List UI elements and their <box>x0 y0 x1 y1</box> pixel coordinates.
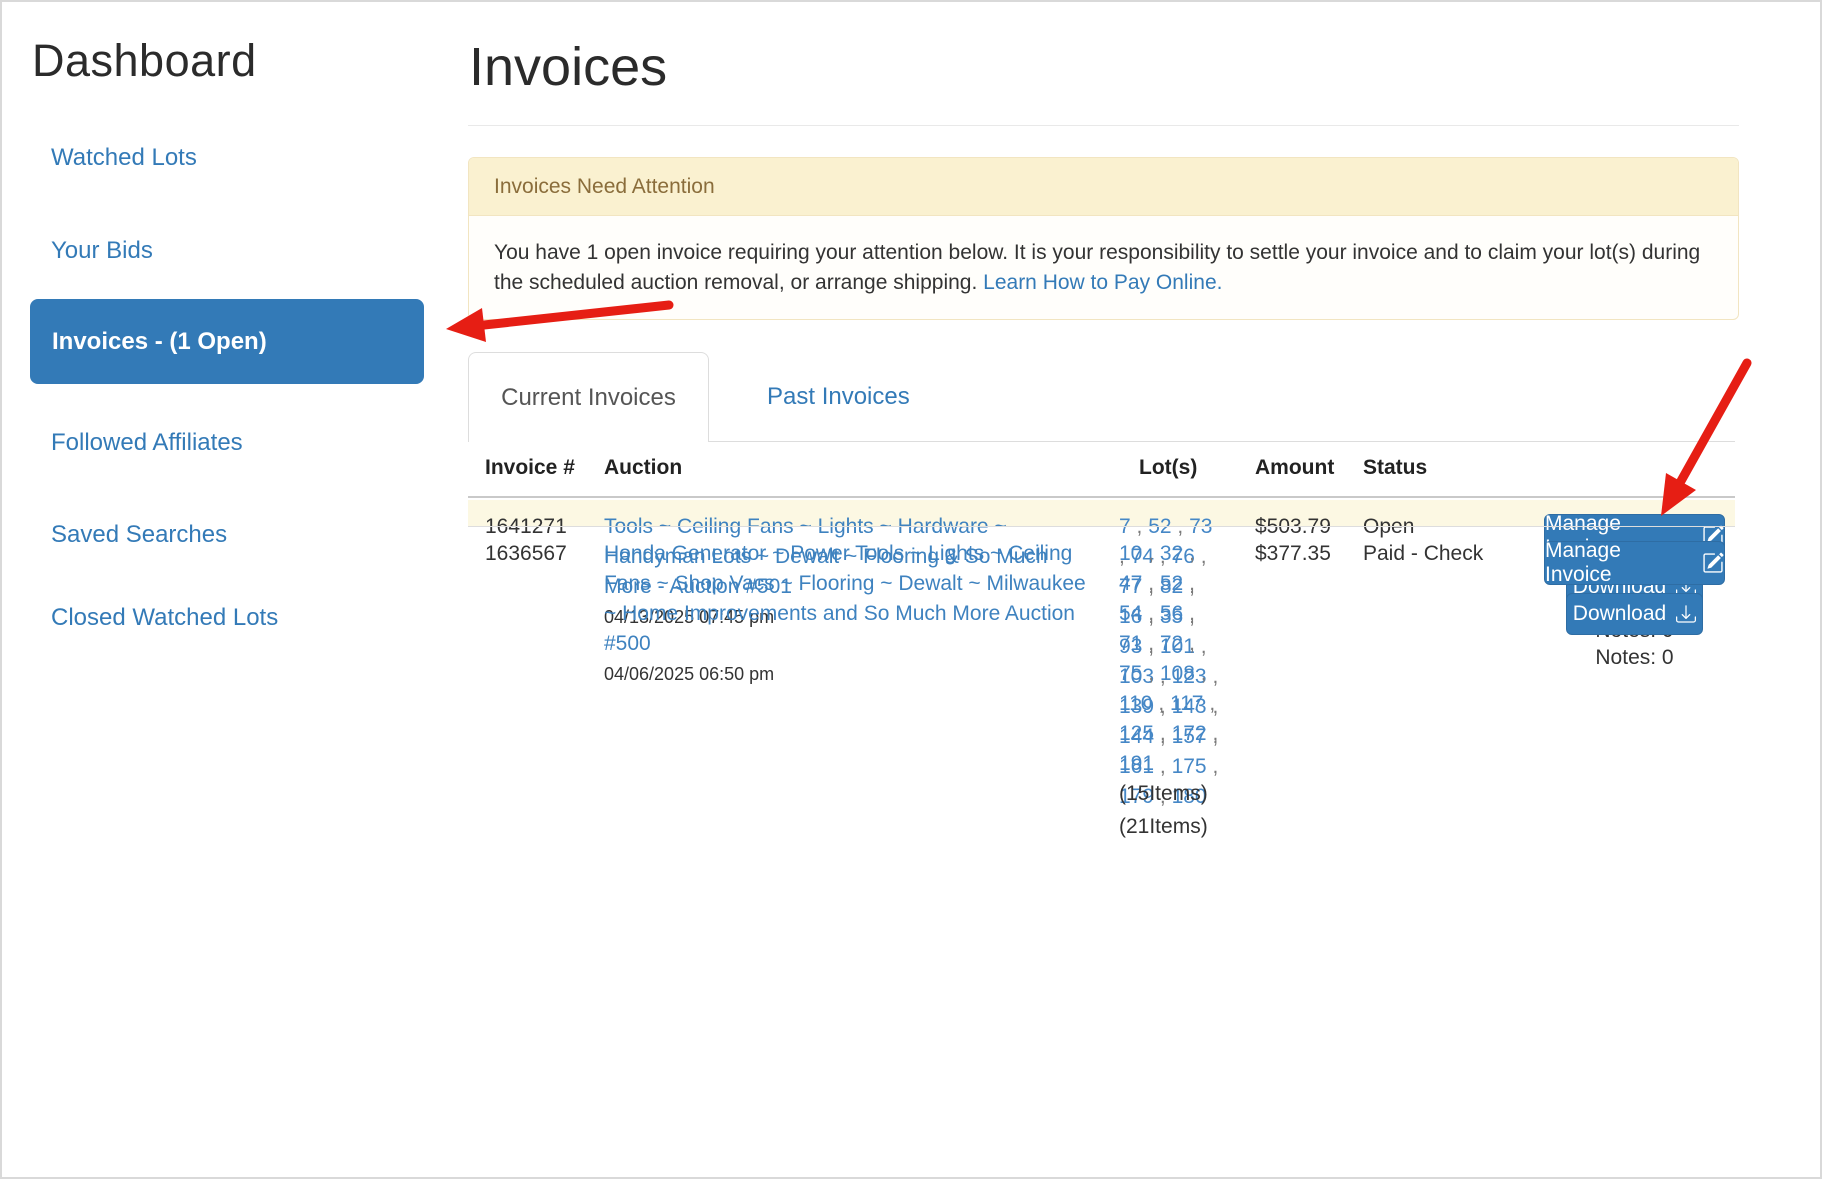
lot-link[interactable]: 161 <box>1119 755 1155 778</box>
notes-count: Notes: 0 <box>1595 646 1674 669</box>
lot-link[interactable]: 125 <box>1119 722 1155 745</box>
alert-body: You have 1 open invoice requiring your a… <box>469 216 1738 298</box>
auction-link-line[interactable]: ~ Home Improvements and So Much More Auc… <box>604 602 1075 625</box>
amount-value: $377.35 <box>1255 542 1331 565</box>
lot-link[interactable]: 144 <box>1119 725 1155 748</box>
invoice-row-1641271: 1641271 Tools ~ Ceiling Fans ~ Lights ~ H… <box>468 500 1735 838</box>
sidebar-title: Dashboard <box>32 35 257 86</box>
lot-link[interactable]: 72 <box>1159 632 1184 655</box>
lot-link[interactable]: 175 <box>1171 755 1207 778</box>
lot-link[interactable]: 93 <box>1119 635 1143 658</box>
lot-link[interactable]: 103 <box>1119 665 1155 688</box>
auction-link-line[interactable]: #500 <box>604 632 651 655</box>
col-header-auction: Auction <box>604 456 683 479</box>
lot-link[interactable]: 76 <box>1171 545 1195 568</box>
learn-how-to-pay-link[interactable]: Learn How to Pay Online. <box>983 271 1223 294</box>
status-value: Paid - Check <box>1363 542 1484 565</box>
invoices-attention-alert: Invoices Need Attention You have 1 open … <box>468 157 1739 320</box>
auction-link-line[interactable]: More - Auction #501 <box>604 575 792 598</box>
lot-link[interactable]: 101 <box>1159 635 1195 658</box>
title-divider <box>468 125 1739 126</box>
auction-cell: Honda Generator ~ Power Tools ~ Lights ~… <box>604 539 1086 689</box>
lot-link[interactable]: 10 <box>1119 542 1143 565</box>
lot-link[interactable]: 139 <box>1119 695 1155 718</box>
alert-heading: Invoices Need Attention <box>469 158 1738 216</box>
table-header: Invoice # Auction Lot(s) Amount Status <box>468 442 1735 498</box>
lot-link[interactable]: 56 <box>1159 602 1184 625</box>
download-invoice-button[interactable]: Download <box>1566 593 1703 635</box>
edit-square-icon <box>1702 552 1724 574</box>
sidebar-item-invoices-1-open[interactable]: Invoices - (1 Open) <box>30 299 424 384</box>
col-header-status: Status <box>1363 456 1428 479</box>
lot-link[interactable]: 117 <box>1170 692 1204 715</box>
sidebar-item-saved-searches[interactable]: Saved Searches <box>51 521 228 548</box>
sidebar: Dashboard Watched Lots Your Bids Invoices … <box>2 2 442 1177</box>
auction-link-line[interactable]: Handyman Lots ~ Dewalt ~ Flooring & So M… <box>604 545 1048 568</box>
lots-item-count: (15Items) <box>1119 782 1208 805</box>
lot-link[interactable]: 191 <box>1119 752 1155 775</box>
auction-date: 04/13/2025 07:45 pm <box>604 607 775 627</box>
lot-link[interactable]: 180 <box>1171 785 1207 808</box>
lots-cell: 7 , 52 , 73, 74 , 76 , 77 , 82 , 16 , 35 ,… <box>1119 512 1249 842</box>
tab-current-invoices[interactable]: Current Invoices <box>468 352 709 442</box>
lot-link[interactable]: 54 <box>1119 602 1143 625</box>
invoice-table-body: 1641271 Tools ~ Ceiling Fans ~ Lights ~ H… <box>468 500 1735 838</box>
lot-link[interactable]: 82 <box>1159 575 1184 598</box>
invoice-row-1636567: 1636567 Honda Generator ~ Power Tools ~ L… <box>468 526 1735 805</box>
lot-link[interactable]: 52 <box>1159 572 1184 595</box>
lots-cell: 10 , 32 , 47 , 52 , 54 , 56 , 71 , 72 , 75 ,… <box>1119 539 1249 809</box>
lot-link[interactable]: 71 <box>1119 632 1143 655</box>
invoice-number: 1636567 <box>485 542 567 565</box>
lots-item-count: (21Items) <box>1119 815 1208 838</box>
lot-link[interactable]: 16 <box>1119 605 1143 628</box>
lot-link[interactable]: 77 <box>1119 575 1143 598</box>
lot-link[interactable]: 157 <box>1171 725 1207 748</box>
page-title: Invoices <box>469 37 668 97</box>
actions-cell: Manage Invoice Download Notes: 0 <box>1544 527 1725 669</box>
main-content: Invoices Invoices Need Attention You hav… <box>468 2 1739 1177</box>
lot-link[interactable]: 123 <box>1171 665 1207 688</box>
download-icon <box>1676 604 1697 624</box>
sidebar-item-watched-lots[interactable]: Watched Lots <box>51 144 197 171</box>
lot-link[interactable]: 110 <box>1119 692 1153 715</box>
lot-link[interactable]: 35 <box>1159 605 1184 628</box>
sidebar-item-followed-affiliates[interactable]: Followed Affiliates <box>51 429 243 456</box>
auction-date: 04/06/2025 06:50 pm <box>604 664 775 684</box>
auction-link-line[interactable]: Honda Generator ~ Power Tools ~ Lights ~… <box>604 542 1073 565</box>
tabs-underline <box>468 441 1735 442</box>
lot-link[interactable]: 179 <box>1119 785 1155 808</box>
tab-past-invoices[interactable]: Past Invoices <box>767 383 910 410</box>
lot-link[interactable]: 32 <box>1159 542 1184 565</box>
col-header-amount: Amount <box>1255 456 1335 479</box>
alert-body-text: You have 1 open invoice requiring your a… <box>494 241 1701 294</box>
sidebar-item-closed-watched-lots[interactable]: Closed Watched Lots <box>51 604 279 631</box>
lot-link[interactable]: 75 <box>1119 662 1143 685</box>
edit-square-icon <box>1702 525 1724 547</box>
lot-link[interactable]: 172 <box>1171 722 1207 745</box>
auction-link-line[interactable]: Fans ~ Shop Vacs ~ Flooring ~ Dewalt ~ M… <box>604 572 1086 595</box>
lot-link[interactable]: 108 <box>1159 662 1195 685</box>
lot-link[interactable]: 74 <box>1130 545 1155 568</box>
manage-invoice-button[interactable]: Manage Invoice <box>1544 539 1725 586</box>
sidebar-item-your-bids[interactable]: Your Bids <box>51 237 153 264</box>
col-header-invoice: Invoice # <box>485 456 575 479</box>
lot-link[interactable]: 143 <box>1171 695 1207 718</box>
lot-link[interactable]: 47 <box>1119 572 1143 595</box>
col-header-lots: Lot(s) <box>1139 456 1198 479</box>
